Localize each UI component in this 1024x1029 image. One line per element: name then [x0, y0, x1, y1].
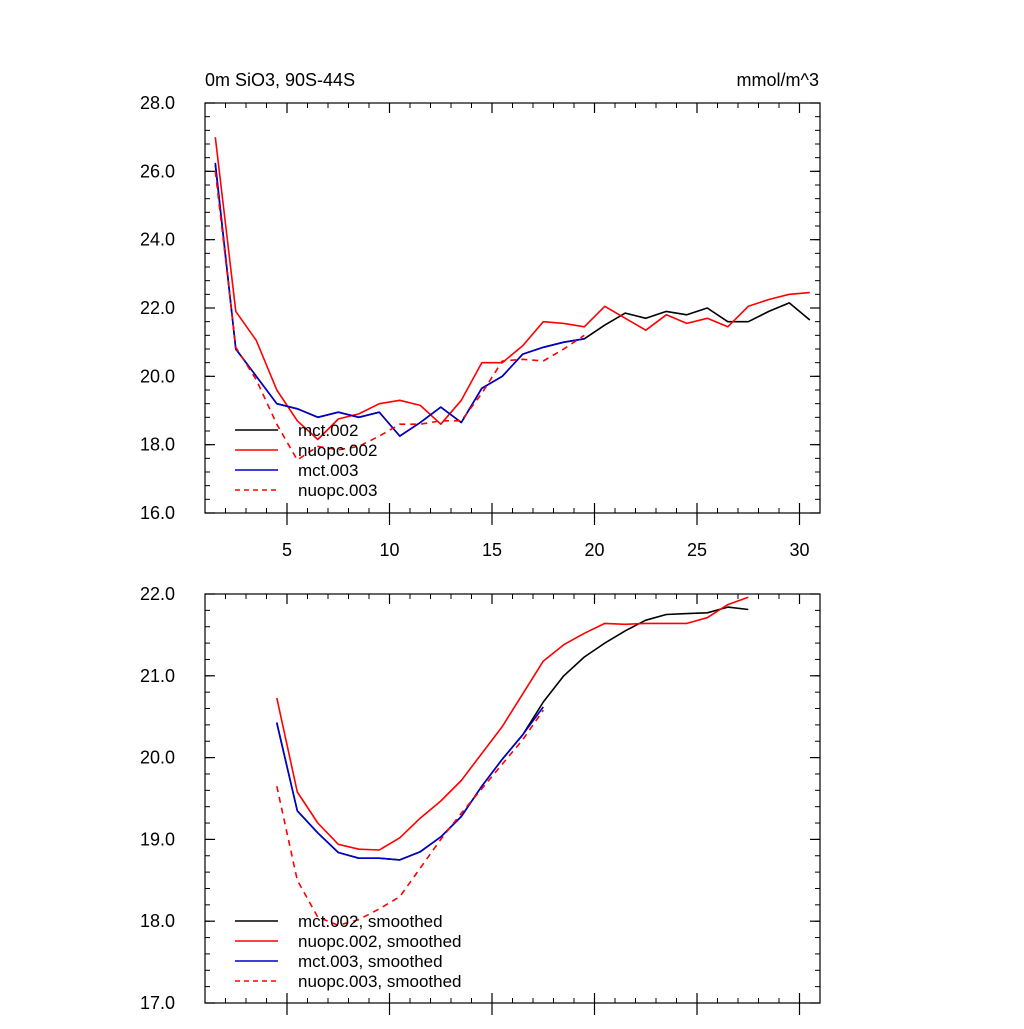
series-line-nuopc-002-smoothed — [276, 596, 749, 851]
y-tick-label: 17.0 — [140, 993, 175, 1013]
y-tick-label: 24.0 — [140, 230, 175, 250]
y-tick-label: 22.0 — [140, 298, 175, 318]
y-tick-label: 18.0 — [140, 435, 175, 455]
y-tick-label: 28.0 — [140, 93, 175, 113]
series-line-nuopc-002 — [214, 137, 810, 441]
legend-label: nuopc.003, smoothed — [298, 972, 462, 991]
chart-units: mmol/m^3 — [737, 70, 819, 90]
bottom-panel: 17.0 18.0 19.0 20.0 21.0 22.0 mct.002, smoothe… — [140, 584, 821, 1015]
x-tick-label: 15 — [482, 540, 502, 560]
legend-label: nuopc.003 — [298, 481, 377, 500]
top-panel: 16.0 18.0 20.0 22.0 24.0 26.0 28.0 5 10 15 20 25 30 m… — [140, 93, 821, 560]
x-tick-label: 30 — [789, 540, 809, 560]
x-tick-label: 10 — [379, 540, 399, 560]
y-tick-label: 22.0 — [140, 584, 175, 604]
x-tick-label: 5 — [282, 540, 292, 560]
legend-label: mct.003, smoothed — [298, 952, 443, 971]
series-line-nuopc-003-smoothed — [276, 709, 544, 927]
y-tick-label: 21.0 — [140, 666, 175, 686]
x-tick-label: 20 — [584, 540, 604, 560]
y-tick-label: 18.0 — [140, 911, 175, 931]
series-line-mct-002 — [214, 164, 811, 437]
y-tick-label: 26.0 — [140, 161, 175, 181]
legend-label: nuopc.002, smoothed — [298, 932, 462, 951]
y-tick-label: 20.0 — [140, 748, 175, 768]
chart-title: 0m SiO3, 90S-44S — [205, 70, 355, 90]
legend-label: mct.002, smoothed — [298, 912, 443, 931]
x-tick-label: 25 — [687, 540, 707, 560]
series-line-nuopc-003 — [214, 171, 585, 461]
series-line-mct-002-smoothed — [276, 606, 749, 861]
legend-label: mct.002 — [298, 421, 358, 440]
series-line-mct-003-smoothed — [276, 706, 544, 861]
legend-label: nuopc.002 — [298, 441, 377, 460]
y-tick-label: 16.0 — [140, 503, 175, 523]
y-tick-label: 19.0 — [140, 829, 175, 849]
series-line-mct-003 — [214, 162, 585, 437]
y-tick-label: 20.0 — [140, 366, 175, 386]
legend-label: mct.003 — [298, 461, 358, 480]
